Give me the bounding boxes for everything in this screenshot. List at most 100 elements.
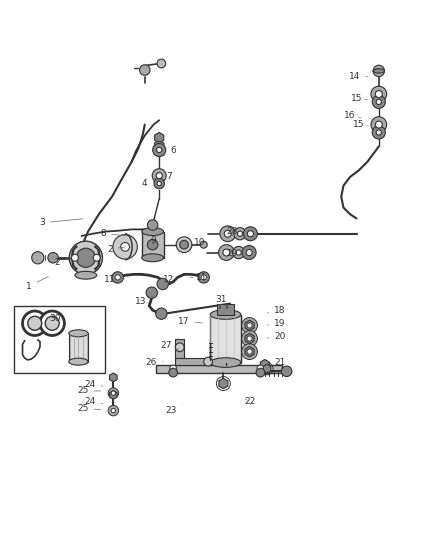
Circle shape — [176, 237, 192, 253]
Text: 13: 13 — [134, 296, 153, 306]
Circle shape — [115, 275, 120, 280]
Circle shape — [28, 316, 42, 330]
Circle shape — [376, 99, 381, 104]
Text: 8: 8 — [100, 229, 127, 238]
Circle shape — [242, 344, 258, 359]
Circle shape — [69, 241, 102, 274]
Circle shape — [371, 86, 387, 102]
Text: 20: 20 — [268, 332, 286, 341]
Ellipse shape — [69, 330, 88, 337]
Polygon shape — [155, 133, 164, 143]
Circle shape — [246, 249, 252, 256]
Text: 4: 4 — [142, 178, 155, 188]
Text: 18: 18 — [268, 305, 286, 314]
Text: 10: 10 — [191, 238, 205, 247]
Circle shape — [155, 308, 167, 319]
Circle shape — [157, 181, 161, 185]
Polygon shape — [263, 364, 271, 373]
Text: 11: 11 — [104, 275, 124, 284]
Circle shape — [146, 287, 157, 298]
Ellipse shape — [210, 358, 241, 367]
Circle shape — [236, 250, 241, 255]
Bar — [217, 304, 234, 314]
Circle shape — [242, 318, 258, 333]
Circle shape — [242, 246, 256, 260]
Text: 11: 11 — [191, 273, 207, 282]
Bar — [142, 231, 163, 258]
Circle shape — [48, 253, 58, 263]
Text: 7: 7 — [160, 173, 172, 182]
Circle shape — [376, 130, 381, 135]
Circle shape — [257, 365, 264, 372]
Text: 25: 25 — [77, 386, 100, 395]
Text: 26: 26 — [146, 358, 163, 367]
Circle shape — [201, 275, 206, 280]
Circle shape — [200, 241, 207, 248]
Circle shape — [152, 143, 166, 157]
Circle shape — [256, 368, 265, 377]
Polygon shape — [260, 359, 269, 370]
Circle shape — [157, 59, 166, 68]
Text: 31: 31 — [215, 295, 227, 304]
Bar — [69, 333, 88, 362]
Circle shape — [93, 254, 100, 261]
Circle shape — [156, 147, 162, 152]
Bar — [14, 306, 106, 374]
Text: 9: 9 — [151, 236, 156, 245]
Circle shape — [40, 311, 64, 335]
Circle shape — [111, 391, 116, 395]
Circle shape — [113, 235, 138, 259]
Circle shape — [233, 246, 245, 259]
Polygon shape — [219, 378, 228, 389]
Ellipse shape — [373, 69, 385, 73]
Text: 12: 12 — [163, 275, 174, 284]
Text: 27: 27 — [160, 341, 179, 350]
Circle shape — [372, 126, 385, 139]
Circle shape — [373, 65, 385, 77]
Circle shape — [224, 230, 231, 237]
Ellipse shape — [210, 310, 241, 319]
Text: 30: 30 — [49, 314, 64, 328]
Ellipse shape — [75, 271, 97, 279]
Circle shape — [108, 388, 119, 398]
Circle shape — [108, 405, 119, 416]
Circle shape — [152, 169, 166, 183]
Text: 17: 17 — [178, 317, 202, 326]
Bar — [175, 358, 208, 365]
Bar — [210, 314, 241, 362]
Circle shape — [45, 316, 59, 330]
Text: 2: 2 — [55, 256, 72, 266]
Text: 28: 28 — [226, 227, 238, 236]
Ellipse shape — [154, 142, 164, 146]
Text: 15: 15 — [353, 120, 368, 129]
Circle shape — [148, 239, 158, 250]
Circle shape — [282, 366, 292, 376]
Circle shape — [112, 272, 124, 283]
Circle shape — [247, 349, 252, 354]
Circle shape — [247, 231, 254, 237]
Circle shape — [237, 231, 243, 236]
Circle shape — [154, 179, 164, 189]
Ellipse shape — [142, 228, 163, 236]
Circle shape — [242, 330, 258, 346]
Polygon shape — [245, 320, 254, 330]
Circle shape — [244, 227, 258, 241]
Text: 16: 16 — [344, 111, 361, 120]
Circle shape — [148, 220, 158, 230]
Polygon shape — [110, 391, 117, 399]
Circle shape — [375, 91, 382, 98]
Circle shape — [140, 65, 150, 75]
Circle shape — [220, 226, 236, 241]
Text: 15: 15 — [351, 94, 367, 103]
Text: 1: 1 — [26, 277, 49, 290]
Text: 19: 19 — [268, 319, 286, 328]
Circle shape — [234, 228, 246, 240]
Circle shape — [247, 336, 252, 341]
Text: 6: 6 — [162, 146, 176, 156]
Text: 29: 29 — [226, 249, 238, 258]
Text: 3: 3 — [39, 219, 83, 228]
Circle shape — [111, 408, 116, 413]
Circle shape — [156, 173, 162, 179]
Circle shape — [223, 249, 230, 256]
Circle shape — [121, 243, 130, 251]
